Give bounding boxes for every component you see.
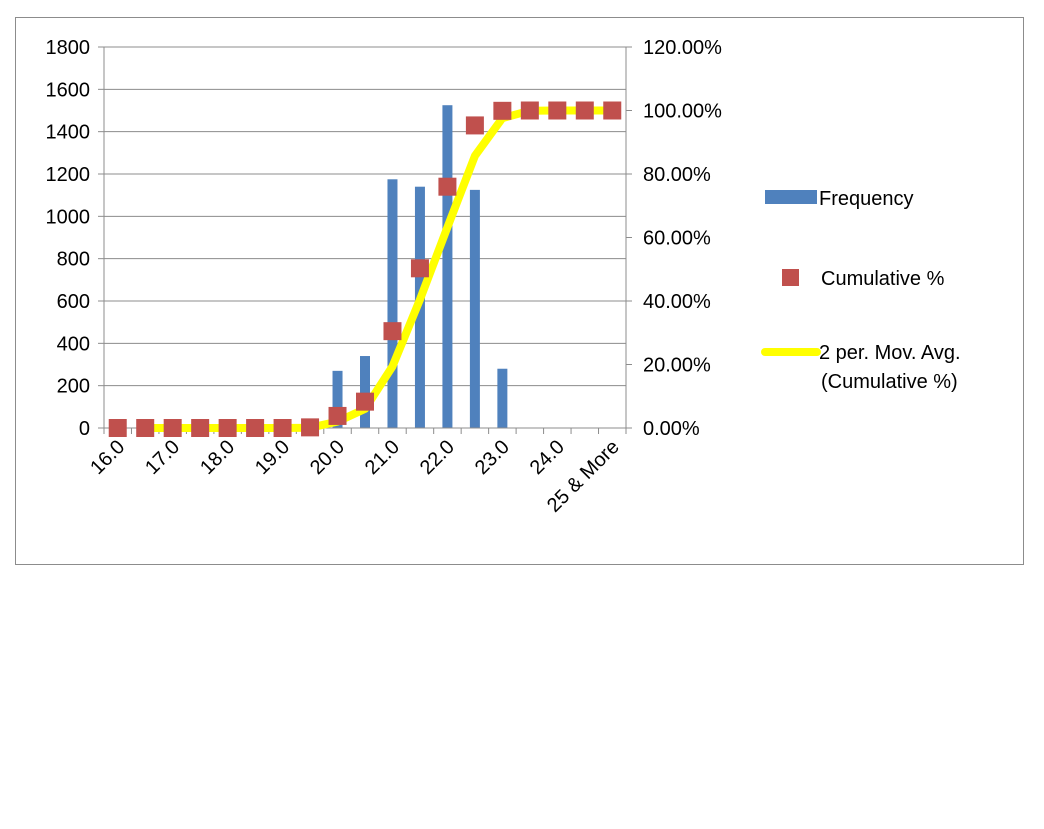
primary-tick-label: 1200 <box>46 164 91 186</box>
cumulative-marker <box>108 419 127 437</box>
cumulative-marker <box>383 322 402 341</box>
cumulative-markers <box>108 101 622 437</box>
cumulative-marker <box>465 116 484 135</box>
cumulative-marker <box>575 101 594 120</box>
legend: Frequency Cumulative % 2 per. Mov. Avg. (Cu… <box>761 188 961 393</box>
legend-swatch-frequency <box>765 190 817 204</box>
primary-tick-label: 800 <box>57 249 90 271</box>
x-tick-label: 17.0 <box>141 436 184 479</box>
cumulative-marker <box>218 419 237 437</box>
cumulative-marker <box>410 259 429 278</box>
cumulative-marker <box>493 101 512 120</box>
secondary-tick-label: 20.00% <box>643 355 711 377</box>
cumulative-marker <box>301 418 320 437</box>
frequency-bar <box>442 105 453 428</box>
frequency-bar <box>469 189 480 428</box>
cumulative-marker <box>163 419 182 437</box>
secondary-tick-label: 100.00% <box>643 101 722 123</box>
frequency-bar <box>387 179 398 428</box>
legend-label-cumulative: Cumulative % <box>821 268 945 290</box>
legend-label-frequency: Frequency <box>819 188 914 210</box>
cumulative-marker <box>246 419 265 437</box>
cumulative-marker <box>603 101 622 120</box>
primary-tick-label: 600 <box>57 291 90 313</box>
x-tick-label: 16.0 <box>86 436 129 479</box>
legend-label-moving-average-cont: (Cumulative %) <box>821 371 958 393</box>
x-tick-label: 24.0 <box>526 436 569 479</box>
legend-label-moving-average: 2 per. Mov. Avg. <box>819 342 961 364</box>
secondary-tick-label: 60.00% <box>643 228 711 250</box>
cumulative-marker <box>520 101 539 120</box>
x-tick-label: 21.0 <box>361 436 404 479</box>
cumulative-marker <box>191 419 210 437</box>
cumulative-marker <box>356 392 374 411</box>
primary-tick-label: 1600 <box>46 79 91 101</box>
x-tick-label: 23.0 <box>471 436 514 479</box>
secondary-tick-label: 80.00% <box>643 164 711 186</box>
x-tick-label: 22.0 <box>416 436 459 479</box>
legend-swatch-cumulative <box>782 269 799 286</box>
secondary-tick-label: 120.00% <box>643 37 722 59</box>
primary-tick-label: 1000 <box>46 206 91 228</box>
primary-tick-label: 200 <box>57 376 90 398</box>
moving-average-path <box>141 106 617 432</box>
primary-tick-label: 0 <box>79 418 90 440</box>
moving-average-line <box>141 106 617 432</box>
frequency-bar <box>497 368 508 428</box>
primary-tick-label: 1800 <box>46 37 91 59</box>
frequency-bar <box>360 356 370 428</box>
x-tick-label: 20.0 <box>306 436 349 479</box>
cumulative-marker <box>328 406 347 425</box>
secondary-tick-label: 40.00% <box>643 291 711 313</box>
chart-area: 0 200 400 600 800 1000 1200 1400 1600 1800 0.00% 20… <box>15 17 1024 565</box>
secondary-tick-label: 0.00% <box>643 418 700 440</box>
cumulative-marker <box>548 101 567 120</box>
cumulative-marker <box>136 419 155 437</box>
gridlines <box>104 46 626 429</box>
cumulative-marker <box>273 419 292 437</box>
primary-tick-label: 400 <box>57 333 90 355</box>
x-tick-label: 18.0 <box>196 436 239 479</box>
chart-svg: 0 200 400 600 800 1000 1200 1400 1600 1800 0.00% 20… <box>46 37 961 517</box>
frequency-bar <box>332 370 343 428</box>
x-tick-label: 19.0 <box>251 436 294 479</box>
primary-tick-label: 1400 <box>46 122 91 144</box>
cumulative-marker <box>438 177 457 196</box>
